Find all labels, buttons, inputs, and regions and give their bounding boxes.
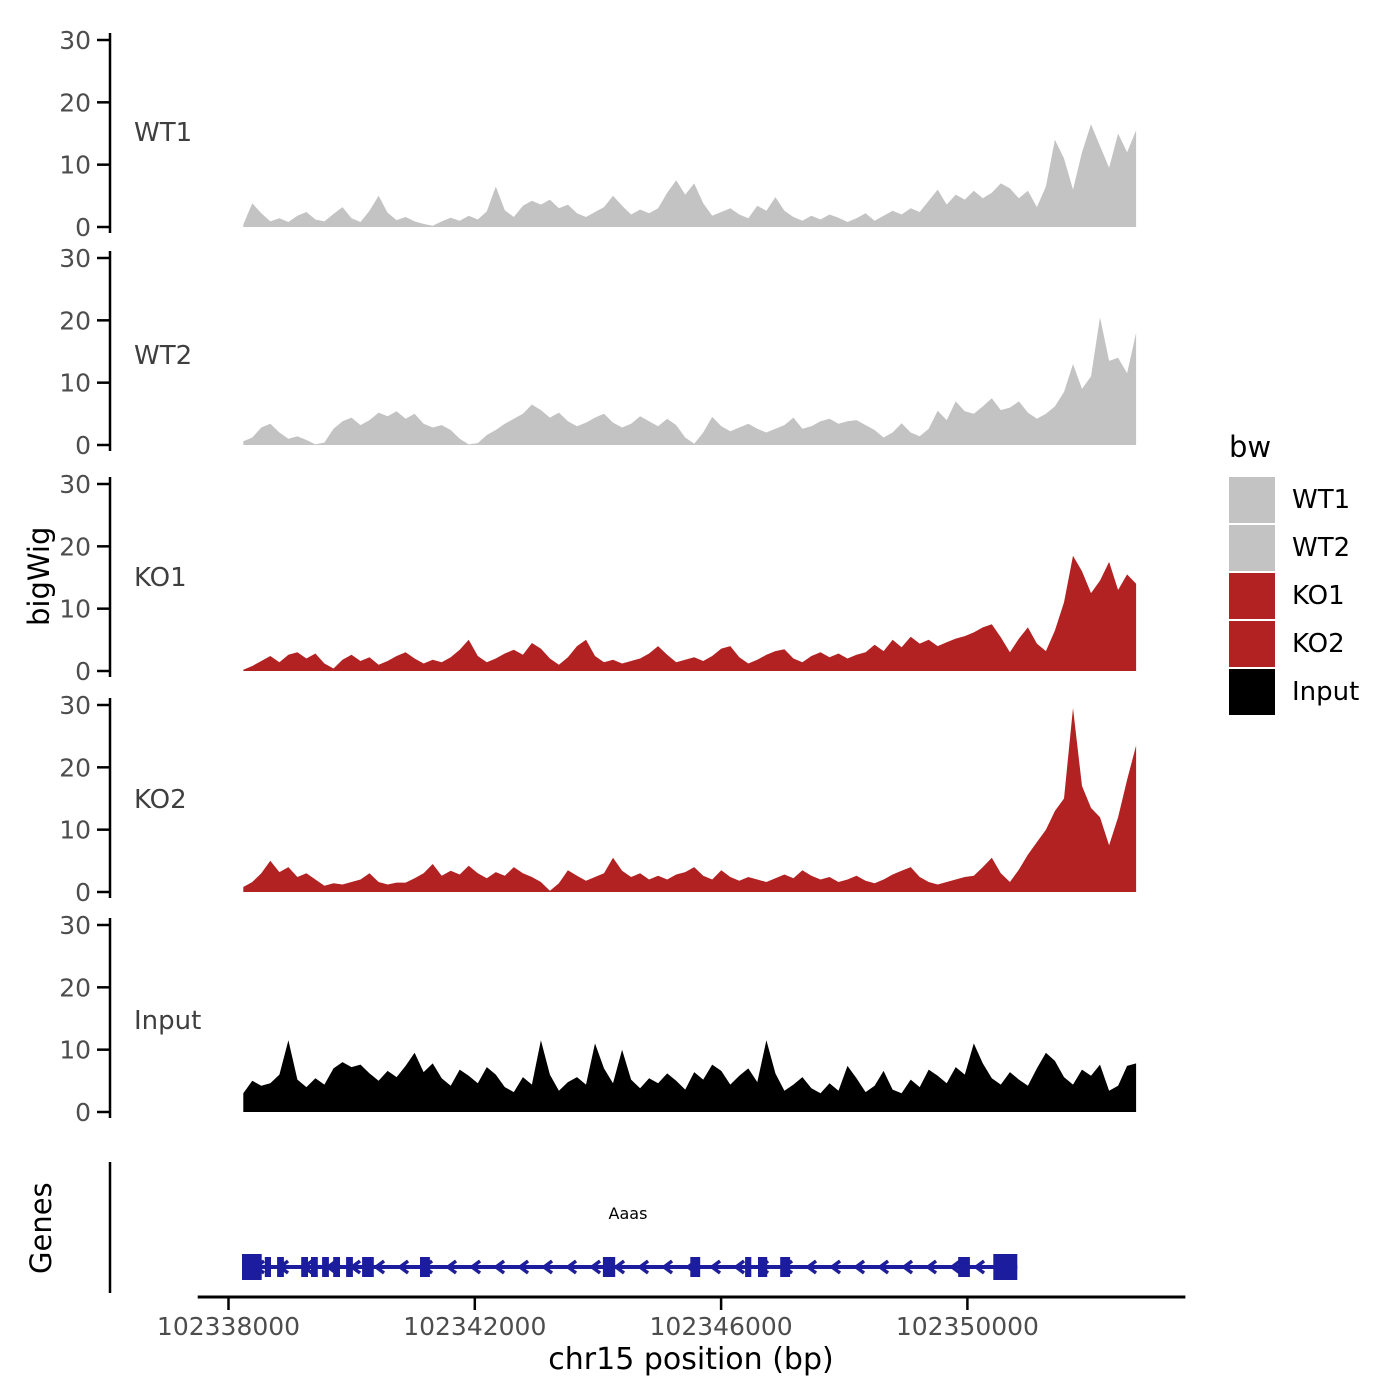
gene-exon [420,1257,430,1277]
strand-arrow-left-icon [613,1259,626,1275]
coverage-area-input [243,1040,1137,1112]
strand-arrow-left-icon [661,1259,674,1275]
legend: bw WT1 WT2 KO1 KO2 Input [1229,430,1400,717]
y-tick-label: 10 [59,595,91,624]
gene-exon [346,1257,353,1277]
gene-exon [690,1257,701,1277]
y-tick-label: 20 [59,753,91,782]
y-tick-label: 10 [59,816,91,845]
y-tick-label: 10 [59,151,91,180]
gene-exon [958,1257,970,1277]
legend-label-input: Input [1292,677,1360,707]
y-tick-label: 10 [59,369,91,398]
y-tick-label: 0 [75,657,91,686]
y-axis-title-genes: Genes [24,1182,58,1274]
strand-arrow-left-icon [973,1259,986,1275]
x-tick-label: 102342000 [403,1312,546,1341]
strand-arrow-left-icon [589,1259,602,1275]
strand-arrow-left-icon [445,1259,458,1275]
gene-exon [264,1257,271,1277]
legend-entry-ko2: KO2 [1229,621,1400,667]
coverage-area-ko1 [243,555,1137,671]
y-tick-label: 0 [75,878,91,907]
gene-exon [745,1257,752,1277]
gene-exon [322,1257,329,1277]
strand-arrow-left-icon [469,1259,482,1275]
strand-arrow-left-icon [829,1259,842,1275]
x-tick-label: 102346000 [650,1312,793,1341]
strand-arrow-left-icon [517,1259,530,1275]
y-tick-label: 30 [59,244,91,273]
strand-arrow-left-icon [565,1259,578,1275]
legend-swatch-ko1 [1229,573,1275,619]
gene-exon [362,1257,374,1277]
legend-label-ko1: KO1 [1292,581,1345,611]
gene-exon [333,1257,340,1277]
track-label-wt2: WT2 [134,341,193,371]
y-tick-label: 0 [75,213,91,242]
strand-arrow-left-icon [949,1259,962,1275]
gene-exon [311,1257,318,1277]
y-tick-label: 30 [59,26,91,55]
strand-arrow-left-icon [925,1259,938,1275]
strand-arrow-left-icon [493,1259,506,1275]
x-axis-title: chr15 position (bp) [548,1342,834,1377]
gene-exon [277,1257,284,1277]
y-tick-label: 30 [59,470,91,499]
y-tick-label: 20 [59,88,91,117]
coverage-area-ko2 [243,708,1137,892]
gene-name-label: Aaas [608,1204,648,1223]
legend-swatch-wt1 [1229,477,1275,523]
y-tick-label: 30 [59,691,91,720]
y-tick-label: 0 [75,1098,91,1127]
coverage-area-wt2 [243,317,1137,445]
legend-swatch-wt2 [1229,525,1275,571]
gene-exon [242,1254,262,1280]
x-tick-label: 102350000 [896,1312,1039,1341]
y-tick-label: 10 [59,1036,91,1065]
gene-exon [602,1257,616,1277]
strand-arrow-left-icon [709,1259,722,1275]
legend-entry-ko1: KO1 [1229,573,1400,619]
strand-arrow-left-icon [733,1259,746,1275]
legend-entry-wt1: WT1 [1229,477,1400,523]
strand-arrow-left-icon [805,1259,818,1275]
track-label-wt1: WT1 [134,118,193,148]
track-label-input: Input [134,1006,202,1036]
coverage-area-wt1 [243,124,1137,227]
y-tick-label: 20 [59,306,91,335]
strand-arrow-left-icon [877,1259,890,1275]
legend-swatch-input [1229,669,1275,715]
gene-exon [301,1257,308,1277]
strand-arrow-left-icon [901,1259,914,1275]
gene-exon [780,1257,791,1277]
y-tick-label: 30 [59,911,91,940]
x-tick-label: 102338000 [157,1312,300,1341]
y-tick-label: 0 [75,431,91,460]
track-label-ko1: KO1 [134,563,187,593]
strand-arrow-left-icon [373,1259,386,1275]
strand-arrow-left-icon [541,1259,554,1275]
legend-entry-input: Input [1229,669,1400,715]
gene-exon [993,1254,1018,1280]
gene-exon [758,1257,768,1277]
legend-label-wt1: WT1 [1292,485,1351,515]
legend-swatch-ko2 [1229,621,1275,667]
strand-arrow-left-icon [853,1259,866,1275]
strand-arrow-left-icon [637,1259,650,1275]
track-label-ko2: KO2 [134,785,187,815]
legend-title: bw [1229,430,1272,464]
legend-entry-wt2: WT2 [1229,525,1400,571]
y-tick-label: 20 [59,973,91,1002]
y-axis-title-bigwig: bigWig [22,526,56,626]
strand-arrow-left-icon [397,1259,410,1275]
legend-label-ko2: KO2 [1292,629,1345,659]
y-tick-label: 20 [59,532,91,561]
legend-label-wt2: WT2 [1292,533,1351,563]
